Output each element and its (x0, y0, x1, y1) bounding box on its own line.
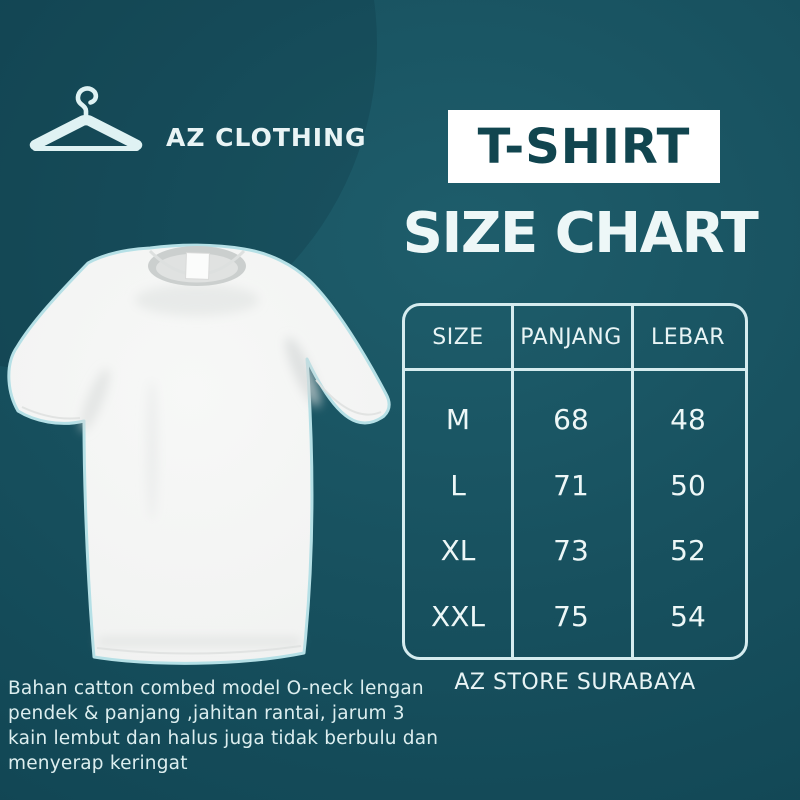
product-description: Bahan catton combed model O-neck lengan … (8, 676, 438, 776)
size-chart-table: SIZE PANJANG LEBAR M 68 48 L 71 50 XL 73… (402, 303, 748, 660)
table-body: M 68 48 L 71 50 XL 73 52 XXL 75 54 (405, 371, 745, 657)
cell-lebar: 54 (670, 599, 706, 633)
column-header-panjang: PANJANG (520, 324, 622, 350)
table-row: M 68 48 (405, 387, 745, 453)
cell-panjang: 73 (553, 534, 589, 568)
tshirt-badge-label: T-SHIRT (477, 118, 691, 175)
hanger-icon (29, 86, 143, 151)
cell-lebar: 52 (670, 534, 706, 568)
cell-size: XL (440, 534, 476, 568)
description-line: kain lembut dan halus juga tidak berbulu… (8, 728, 439, 749)
table-row: XL 73 52 (405, 518, 745, 584)
cell-panjang: 68 (553, 403, 589, 437)
cell-size: L (450, 468, 466, 502)
table-divider (631, 306, 634, 657)
table-divider (511, 306, 514, 657)
description-line: Bahan catton combed model O-neck lengan (8, 678, 424, 699)
description-line: pendek & panjang ,jahitan rantai, jarum … (8, 703, 405, 724)
cell-panjang: 71 (553, 468, 589, 502)
table-row: L 71 50 (405, 453, 745, 519)
description-line: menyerap keringat (8, 753, 188, 774)
cell-lebar: 48 (670, 403, 706, 437)
cell-size: XXL (431, 599, 485, 633)
tshirt-badge: T-SHIRT (448, 110, 720, 183)
cell-size: M (445, 403, 471, 437)
page-title: SIZE CHART (402, 201, 759, 266)
column-header-size: SIZE (432, 324, 484, 350)
column-header-lebar: LEBAR (650, 324, 726, 350)
cell-lebar: 50 (670, 468, 706, 502)
store-name: AZ STORE SURABAYA (454, 670, 696, 695)
cell-panjang: 75 (553, 599, 589, 633)
table-row: XXL 75 54 (405, 584, 745, 650)
table-header-row: SIZE PANJANG LEBAR (405, 306, 745, 371)
white-tshirt-image (7, 243, 391, 665)
brand-name: AZ CLOTHING (166, 123, 367, 152)
